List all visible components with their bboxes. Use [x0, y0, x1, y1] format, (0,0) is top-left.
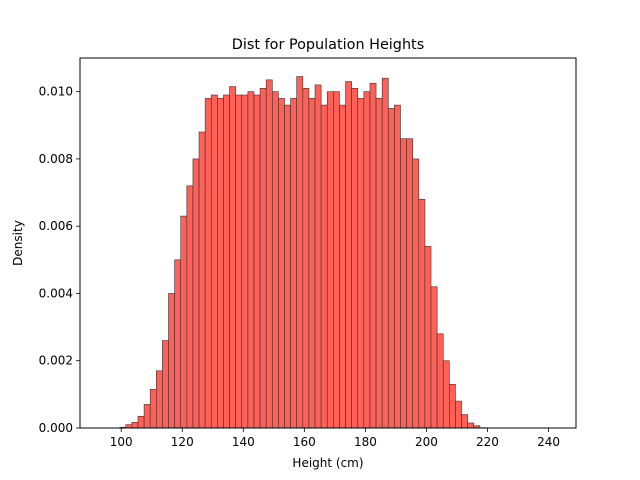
- histogram-bar: [387, 108, 395, 429]
- histogram-bar: [149, 389, 157, 429]
- histogram-bar: [271, 91, 279, 429]
- y-axis-label: Density: [11, 220, 25, 266]
- histogram-bar: [394, 104, 401, 429]
- histogram-bar: [369, 82, 377, 429]
- histogram-bar: [326, 91, 334, 429]
- histogram-bar: [198, 131, 206, 429]
- histogram-bar: [253, 94, 261, 429]
- x-tick-label: 120: [171, 435, 194, 449]
- histogram-bar: [137, 415, 145, 429]
- histogram-bar: [229, 86, 236, 429]
- histogram-bar: [186, 185, 194, 429]
- x-tick-label: 100: [110, 435, 133, 449]
- histogram-bar: [449, 383, 456, 429]
- histogram-bar: [320, 104, 328, 429]
- histogram-bar: [351, 87, 359, 429]
- histogram-bar: [223, 94, 230, 429]
- histogram-bar: [192, 158, 200, 429]
- histogram-bar: [430, 286, 438, 429]
- y-tick-label: 0.002: [39, 354, 73, 368]
- x-axis-label: Height (cm): [292, 456, 363, 470]
- histogram-bar: [357, 98, 365, 429]
- y-tick-label: 0.000: [39, 421, 73, 435]
- y-tick-label: 0.004: [39, 286, 73, 300]
- histogram-bar: [436, 333, 444, 429]
- histogram-bar: [278, 98, 285, 429]
- y-tick-label: 0.006: [39, 219, 73, 233]
- chart-title: Dist for Population Heights: [232, 37, 424, 53]
- histogram-bar: [174, 259, 182, 429]
- x-tick-label: 180: [354, 435, 377, 449]
- histogram-bar: [125, 424, 133, 429]
- histogram-bar: [455, 400, 462, 429]
- histogram-bar: [302, 87, 310, 429]
- histogram-bar: [217, 98, 224, 429]
- histogram-bar: [412, 158, 420, 429]
- histogram-bar: [143, 404, 151, 429]
- histogram-bar: [333, 91, 340, 429]
- y-axis: 0.000 0.002 0.004 0.006 0.008 0.010: [39, 85, 80, 435]
- histogram-bar: [381, 77, 389, 429]
- histogram-bar: [204, 98, 212, 429]
- x-tick-label: 140: [232, 435, 255, 449]
- plot-frame: [79, 57, 577, 429]
- histogram-bar: [339, 104, 346, 429]
- histogram-bar: [375, 98, 383, 429]
- histogram-bar: [235, 94, 243, 429]
- histogram-bar: [162, 340, 169, 429]
- y-tick-label: 0.010: [39, 85, 73, 99]
- histogram-bar: [241, 94, 249, 429]
- bars-group: [119, 76, 487, 429]
- x-axis: 100 120 140 160 180 200 220 240: [110, 428, 560, 449]
- histogram-bar: [156, 370, 163, 429]
- histogram-bar: [400, 138, 407, 429]
- histogram-bar: [265, 79, 273, 429]
- histogram-bar: [131, 421, 139, 429]
- histogram-bar: [284, 104, 291, 429]
- x-tick-label: 200: [415, 435, 438, 449]
- histogram-bar: [467, 422, 475, 429]
- histogram-bar: [290, 98, 298, 429]
- x-tick-label: 220: [476, 435, 499, 449]
- histogram-bar: [442, 360, 450, 429]
- histogram-bar: [210, 94, 218, 429]
- y-tick-label: 0.008: [39, 152, 73, 166]
- histogram-bar: [363, 91, 371, 429]
- histogram-bar: [259, 87, 267, 429]
- histogram-bar: [406, 138, 414, 429]
- histogram-bar: [345, 81, 352, 429]
- histogram-bar: [314, 84, 322, 429]
- histogram-bar: [296, 76, 304, 429]
- histogram-bar: [308, 98, 316, 429]
- x-tick-label: 240: [537, 435, 560, 449]
- histogram-bar: [418, 198, 426, 429]
- histogram-bar: [168, 293, 175, 429]
- histogram-bar: [180, 215, 188, 429]
- histogram-bar: [424, 246, 432, 429]
- histogram-bar: [461, 414, 468, 429]
- histogram-bar: [247, 91, 255, 429]
- x-tick-label: 160: [293, 435, 316, 449]
